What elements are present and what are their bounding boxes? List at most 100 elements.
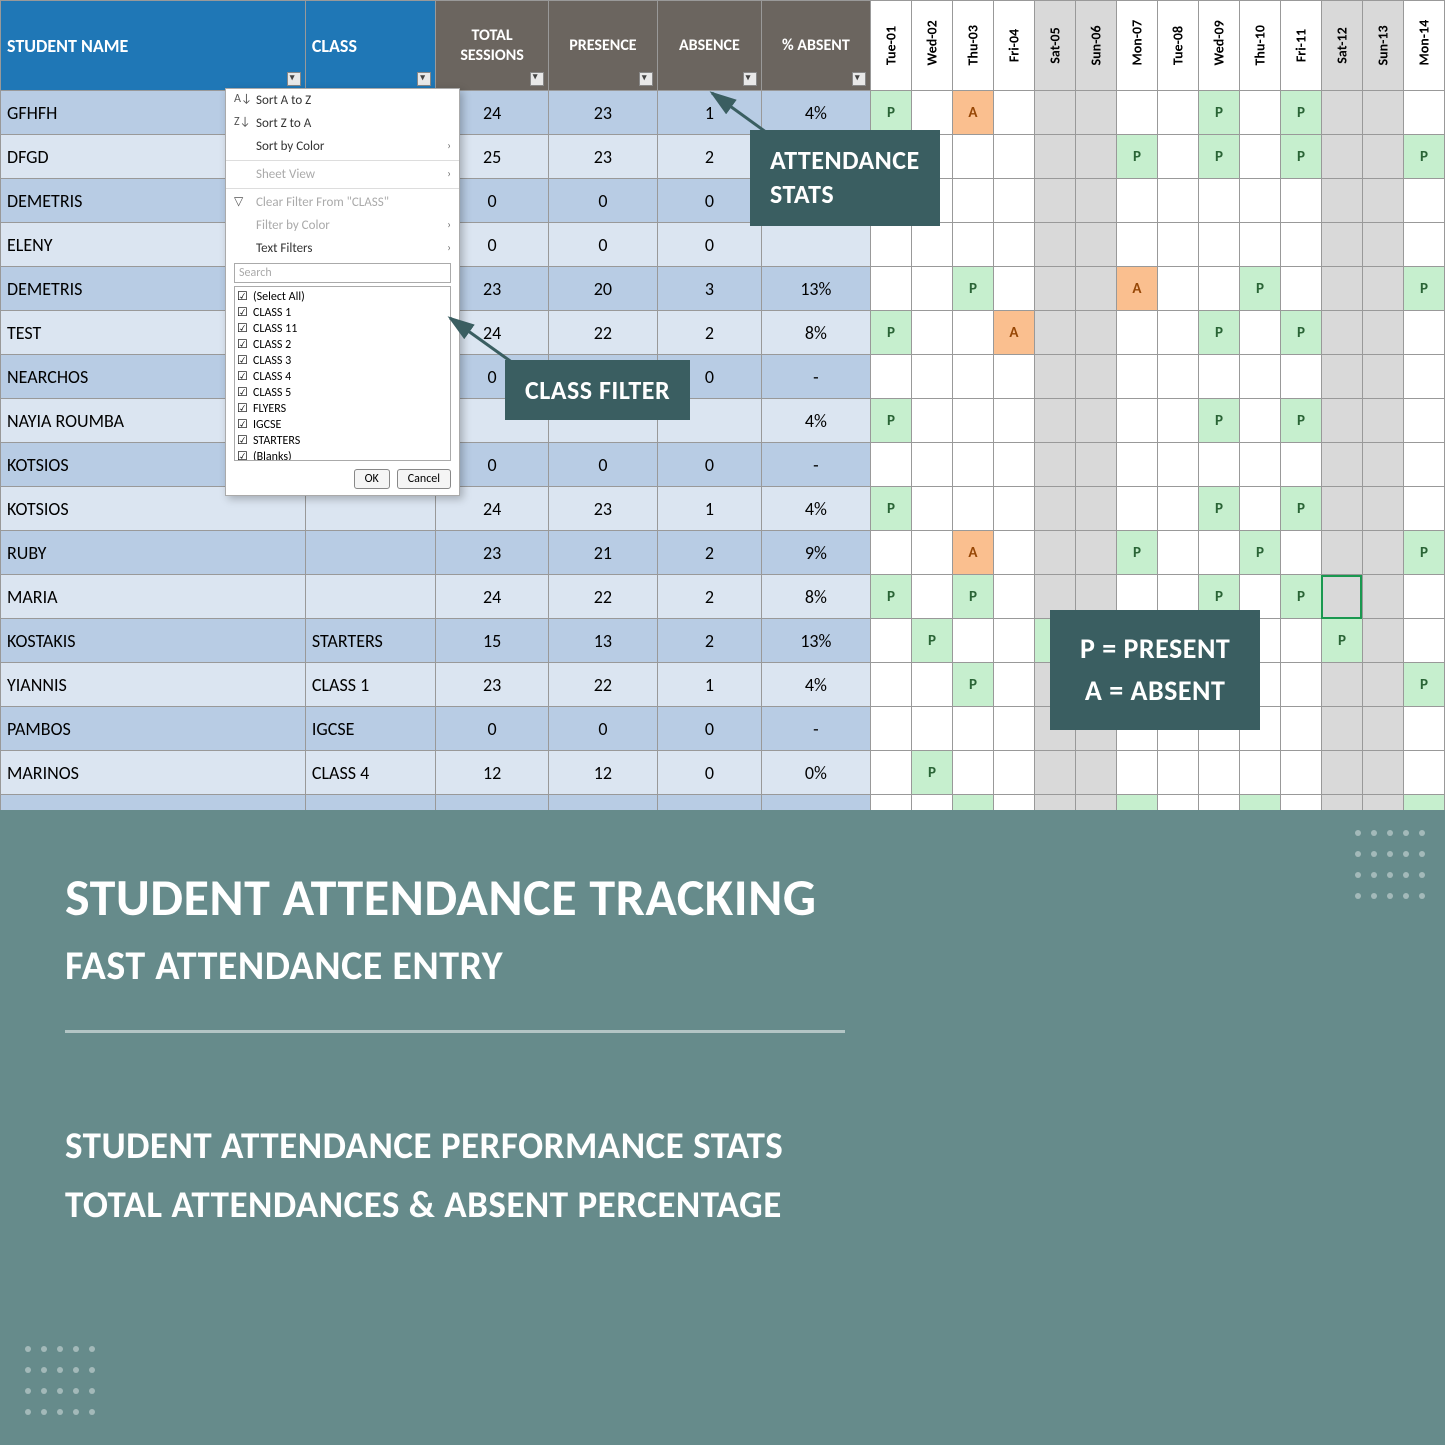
cell-attendance[interactable] <box>1280 179 1321 223</box>
cell-pct[interactable]: 5% <box>761 795 870 811</box>
cell-attendance[interactable] <box>1362 619 1403 663</box>
cell-attendance[interactable] <box>952 179 993 223</box>
cell-attendance[interactable] <box>1198 355 1239 399</box>
cell-attendance[interactable] <box>1321 135 1362 179</box>
date-col-Mon-07[interactable]: Mon-07 <box>1116 1 1157 91</box>
cell-absence[interactable]: 2 <box>657 619 761 663</box>
cell-attendance[interactable] <box>1157 355 1198 399</box>
cell-absence[interactable]: 0 <box>657 751 761 795</box>
cell-pct[interactable]: - <box>761 355 870 399</box>
cell-class[interactable]: STARTERS <box>305 619 435 663</box>
text-filters[interactable]: Text Filters› <box>226 237 459 260</box>
cell-attendance[interactable] <box>1157 487 1198 531</box>
cell-attendance[interactable] <box>1403 619 1444 663</box>
cell-absence[interactable]: 0 <box>657 707 761 751</box>
cell-attendance[interactable] <box>1034 751 1075 795</box>
cell-attendance[interactable] <box>1034 355 1075 399</box>
cell-attendance[interactable]: P <box>1280 487 1321 531</box>
cell-attendance[interactable]: A <box>952 531 993 575</box>
cell-attendance[interactable] <box>1362 443 1403 487</box>
cell-attendance[interactable] <box>1116 399 1157 443</box>
filter-dropdown-icon[interactable] <box>852 72 866 86</box>
cell-attendance[interactable] <box>993 443 1034 487</box>
cell-attendance[interactable] <box>993 663 1034 707</box>
sort-z-a[interactable]: Z↓Sort Z to A <box>226 112 459 135</box>
cell-attendance[interactable] <box>1403 443 1444 487</box>
date-col-Mon-14[interactable]: Mon-14 <box>1403 1 1444 91</box>
cell-attendance[interactable] <box>1239 443 1280 487</box>
cell-presence[interactable]: 0 <box>548 707 657 751</box>
cell-attendance[interactable]: P <box>1239 531 1280 575</box>
cell-attendance[interactable] <box>952 355 993 399</box>
cell-attendance[interactable] <box>1116 751 1157 795</box>
cell-attendance[interactable]: A <box>1116 267 1157 311</box>
cell-presence[interactable]: 20 <box>548 267 657 311</box>
cell-absence[interactable]: 3 <box>657 267 761 311</box>
cell-attendance[interactable] <box>1280 355 1321 399</box>
cell-presence[interactable]: 22 <box>548 311 657 355</box>
cell-attendance[interactable] <box>993 531 1034 575</box>
cell-attendance[interactable] <box>1034 91 1075 135</box>
cell-absence[interactable]: 2 <box>657 311 761 355</box>
cell-attendance[interactable] <box>1321 707 1362 751</box>
cell-student-name[interactable]: MARIA <box>1 575 306 619</box>
sort-by-color[interactable]: Sort by Color› <box>226 135 459 158</box>
cell-presence[interactable]: 12 <box>548 751 657 795</box>
cell-attendance[interactable]: P <box>1403 795 1444 811</box>
cell-presence[interactable]: 0 <box>548 179 657 223</box>
cell-attendance[interactable] <box>870 795 911 811</box>
cell-attendance[interactable]: P <box>1280 91 1321 135</box>
col-pct-absent[interactable]: % ABSENT <box>761 1 870 91</box>
cell-attendance[interactable] <box>1321 91 1362 135</box>
cell-attendance[interactable]: P <box>1198 487 1239 531</box>
cell-attendance[interactable] <box>1198 179 1239 223</box>
cell-attendance[interactable] <box>1403 355 1444 399</box>
cell-presence[interactable]: 21 <box>548 531 657 575</box>
cell-attendance[interactable] <box>1157 135 1198 179</box>
cell-attendance[interactable] <box>993 267 1034 311</box>
cell-attendance[interactable] <box>911 575 952 619</box>
cell-attendance[interactable]: A <box>993 311 1034 355</box>
cell-attendance[interactable] <box>1403 399 1444 443</box>
cell-attendance[interactable] <box>1034 531 1075 575</box>
cell-attendance[interactable] <box>993 91 1034 135</box>
cell-attendance[interactable] <box>1362 531 1403 575</box>
cell-attendance[interactable] <box>911 399 952 443</box>
cell-attendance[interactable] <box>1362 663 1403 707</box>
cell-attendance[interactable] <box>993 795 1034 811</box>
cell-attendance[interactable] <box>1116 487 1157 531</box>
cell-attendance[interactable] <box>870 355 911 399</box>
cell-attendance[interactable] <box>870 751 911 795</box>
cell-pct[interactable]: 13% <box>761 267 870 311</box>
cell-attendance[interactable] <box>1034 135 1075 179</box>
cell-pct[interactable]: 13% <box>761 619 870 663</box>
cell-attendance[interactable]: P <box>1116 531 1157 575</box>
cell-class[interactable] <box>305 575 435 619</box>
cell-absence[interactable]: 1 <box>657 663 761 707</box>
date-col-Thu-10[interactable]: Thu-10 <box>1239 1 1280 91</box>
cell-attendance[interactable] <box>1321 399 1362 443</box>
cell-attendance[interactable] <box>1239 311 1280 355</box>
cell-attendance[interactable] <box>993 575 1034 619</box>
cell-attendance[interactable]: P <box>1280 311 1321 355</box>
cell-attendance[interactable] <box>1239 399 1280 443</box>
cell-absence[interactable]: 2 <box>657 531 761 575</box>
cell-attendance[interactable] <box>1157 795 1198 811</box>
cell-attendance[interactable] <box>1075 311 1116 355</box>
cell-attendance[interactable]: A <box>952 91 993 135</box>
cell-attendance[interactable] <box>1280 619 1321 663</box>
cell-attendance[interactable]: P <box>952 267 993 311</box>
cell-class[interactable]: CLASS 11 <box>305 795 435 811</box>
cell-attendance[interactable] <box>1403 91 1444 135</box>
cell-attendance[interactable] <box>1075 223 1116 267</box>
cell-attendance[interactable] <box>1198 531 1239 575</box>
cell-attendance[interactable] <box>1198 751 1239 795</box>
cell-attendance[interactable]: P <box>870 91 911 135</box>
cell-class[interactable]: CLASS 1 <box>305 663 435 707</box>
cell-attendance[interactable]: P <box>1116 795 1157 811</box>
cell-attendance[interactable] <box>1034 487 1075 531</box>
cell-attendance[interactable] <box>870 663 911 707</box>
cell-attendance[interactable] <box>1239 751 1280 795</box>
cell-attendance[interactable] <box>1034 223 1075 267</box>
cell-attendance[interactable] <box>1116 223 1157 267</box>
